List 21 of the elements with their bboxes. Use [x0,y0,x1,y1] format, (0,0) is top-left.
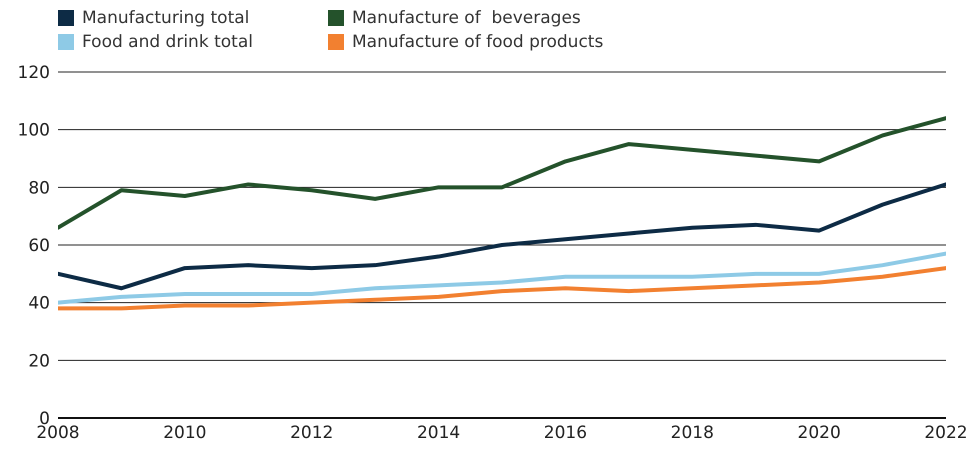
legend-label: Food and drink total [81,32,254,52]
x-tick-label: 2020 [798,423,841,444]
y-tick-label: 80 [28,178,50,198]
y-tick-label: 20 [28,351,50,372]
line-series [58,182,946,290]
x-tick-label: 2016 [544,423,588,444]
x-tick-label: 2010 [163,423,206,444]
x-tick-label: 2014 [416,423,460,444]
x-tick-label: 2012 [290,423,334,444]
line-series [58,266,946,310]
y-tick-label: 100 [18,120,50,141]
legend-label: Manufacturing total [81,8,250,28]
line-series [58,252,946,305]
y-tick-label: 40 [28,294,50,314]
legend-label: Manufacture of beverages [351,8,582,28]
y-tick-label: 60 [28,236,50,256]
line-series [58,116,946,230]
y-tick-label: 120 [18,63,50,84]
legend-label: Manufacture of food products [351,32,604,52]
x-tick-label: 2018 [670,423,714,444]
x-tick-label: 2022 [924,423,968,444]
